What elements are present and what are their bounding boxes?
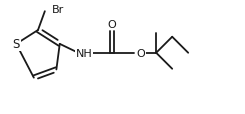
Text: O: O: [108, 20, 117, 30]
Text: S: S: [12, 38, 20, 51]
Text: Br: Br: [52, 5, 64, 15]
Text: O: O: [136, 48, 145, 58]
Text: NH: NH: [76, 48, 93, 58]
